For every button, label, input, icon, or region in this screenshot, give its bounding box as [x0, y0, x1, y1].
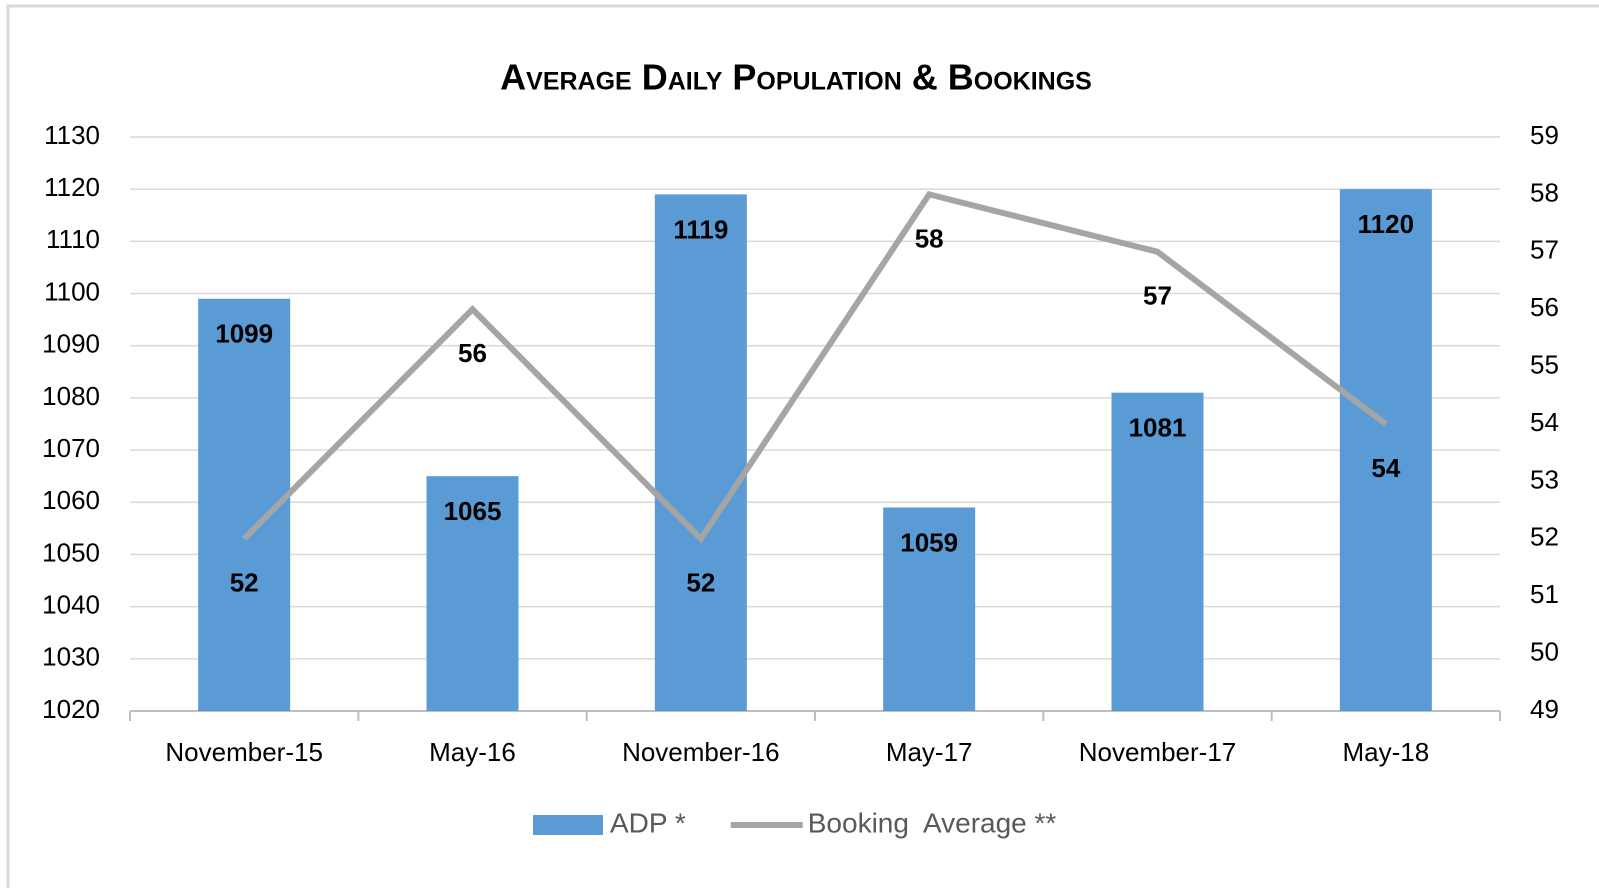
chart-title: Average Daily Population & Bookings: [500, 57, 1092, 98]
x-tick-label: November-16: [622, 737, 780, 767]
y2-tick-label: 50: [1530, 636, 1559, 666]
y-tick-label: 1050: [42, 537, 100, 567]
y-tick-label: 1070: [42, 433, 100, 463]
y-tick-label: 1080: [42, 381, 100, 411]
y2-tick-label: 57: [1530, 235, 1559, 265]
legend-label: ADP *: [610, 807, 686, 838]
x-tick-label: November-17: [1079, 737, 1237, 767]
y2-tick-label: 55: [1530, 349, 1559, 379]
y2-tick-label: 52: [1530, 522, 1559, 552]
data-label: 56: [458, 338, 487, 368]
y2-tick-label: 51: [1530, 579, 1559, 609]
x-tick-label: May-18: [1342, 737, 1429, 767]
y-tick-label: 1130: [44, 120, 100, 150]
data-label: 54: [1371, 453, 1400, 483]
legend-label: Booking Average **: [808, 807, 1057, 838]
y2-tick-label: 59: [1530, 120, 1559, 150]
x-tick-label: November-15: [165, 737, 323, 767]
bar: [883, 507, 976, 711]
x-tick-label: May-16: [429, 737, 516, 767]
y-tick-label: 1100: [44, 276, 100, 306]
bar: [426, 476, 519, 711]
y2-tick-label: 53: [1530, 464, 1559, 494]
line: [242, 190, 1388, 544]
y-tick-label: 1040: [42, 590, 100, 620]
y-tick-label: 1020: [42, 694, 100, 724]
data-label: 1081: [1129, 413, 1187, 443]
y2-tick-label: 54: [1530, 407, 1559, 437]
data-label: 57: [1143, 281, 1172, 311]
data-label: 1119: [673, 214, 728, 244]
data-label: 1099: [215, 319, 273, 349]
legend-swatch: [533, 815, 603, 835]
bar: [1339, 189, 1432, 711]
y-tick-label: 1030: [42, 642, 100, 672]
data-label: 52: [686, 568, 715, 598]
y2-tick-label: 49: [1530, 694, 1559, 724]
data-label: 1065: [444, 496, 502, 526]
bar: [1111, 392, 1204, 711]
x-tick-label: May-17: [886, 737, 973, 767]
y-tick-label: 1060: [42, 485, 100, 515]
y2-tick-label: 56: [1530, 292, 1559, 322]
data-label: 58: [915, 223, 944, 253]
y-tick-label: 1110: [46, 224, 100, 254]
data-label: 1059: [900, 527, 958, 557]
y-tick-label: 1120: [44, 172, 100, 202]
y-tick-label: 1090: [42, 329, 100, 359]
bar: [654, 194, 747, 711]
data-label: 1120: [1358, 209, 1414, 239]
y2-tick-label: 58: [1530, 177, 1559, 207]
data-label: 52: [230, 568, 259, 598]
